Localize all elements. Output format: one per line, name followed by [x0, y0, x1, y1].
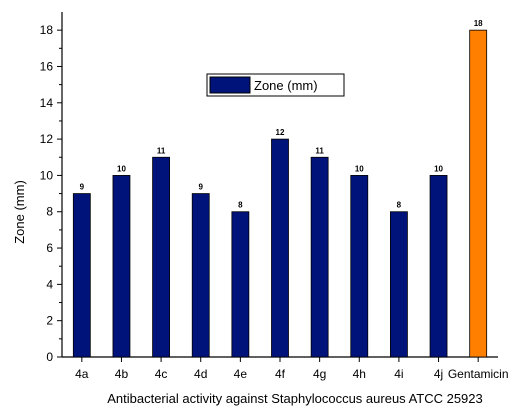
bar-4g	[310, 156, 329, 358]
x-axis-title: Antibacterial activity against Staphyloc…	[107, 391, 483, 406]
legend-label: Zone (mm)	[254, 78, 318, 93]
bar-4e	[231, 211, 250, 358]
x-tick-label: 4c	[155, 367, 168, 381]
bar-4i	[390, 211, 408, 358]
bar-gentamicin	[469, 29, 488, 358]
x-tick-label: 4h	[353, 367, 366, 381]
data-label: 9	[199, 183, 204, 192]
x-tick-label: 4d	[194, 367, 207, 381]
bars-group	[72, 29, 488, 358]
bar-4j	[429, 175, 448, 358]
bar-4h	[350, 175, 369, 358]
data-label: 10	[355, 164, 364, 173]
x-tick-label: 4a	[75, 367, 89, 381]
x-tick-label: 4f	[275, 367, 286, 381]
legend: Zone (mm)	[206, 73, 345, 97]
data-label: 8	[238, 201, 243, 210]
data-label: 9	[80, 183, 85, 192]
data-label: 12	[276, 128, 285, 137]
x-tick-label: 4j	[434, 367, 443, 381]
legend-swatch	[209, 76, 251, 94]
axes: 0 2 4 6 8 10 12 14 16 18 4a 4b 4c 4d 4e 4f 4g 4h 4i 4j Genta…	[40, 12, 509, 381]
bar-4d	[191, 193, 210, 358]
x-tick-label: Gentamicin	[448, 367, 509, 381]
data-label: 18	[474, 19, 483, 28]
data-label: 11	[315, 146, 324, 155]
y-tick-label: 4	[46, 277, 53, 291]
y-tick-label: 18	[40, 23, 54, 37]
y-tick-label: 8	[46, 205, 53, 219]
x-tick-label: 4e	[234, 367, 248, 381]
y-tick-label: 6	[46, 241, 53, 255]
bar-4f	[271, 138, 289, 358]
bar-4b	[112, 175, 131, 358]
y-tick-label: 12	[40, 132, 54, 146]
y-axis-title: Zone (mm)	[12, 180, 27, 244]
y-tick-label: 2	[46, 314, 53, 328]
data-label: 10	[117, 164, 126, 173]
data-labels-group: 9 10 11 9 8 12 11 10 8 10 18	[80, 19, 484, 210]
y-tick-label: 0	[46, 350, 53, 364]
y-tick-label: 10	[40, 168, 54, 182]
data-label: 11	[157, 146, 166, 155]
bar-4a	[72, 193, 91, 358]
data-label: 10	[434, 164, 443, 173]
x-tick-label: 4i	[394, 367, 403, 381]
x-tick-label: 4b	[115, 367, 129, 381]
x-tick-label: 4g	[313, 367, 326, 381]
y-tick-label: 16	[40, 59, 54, 73]
y-tick-label: 14	[40, 96, 54, 110]
data-label: 8	[397, 201, 402, 210]
bar-4c	[152, 156, 170, 358]
